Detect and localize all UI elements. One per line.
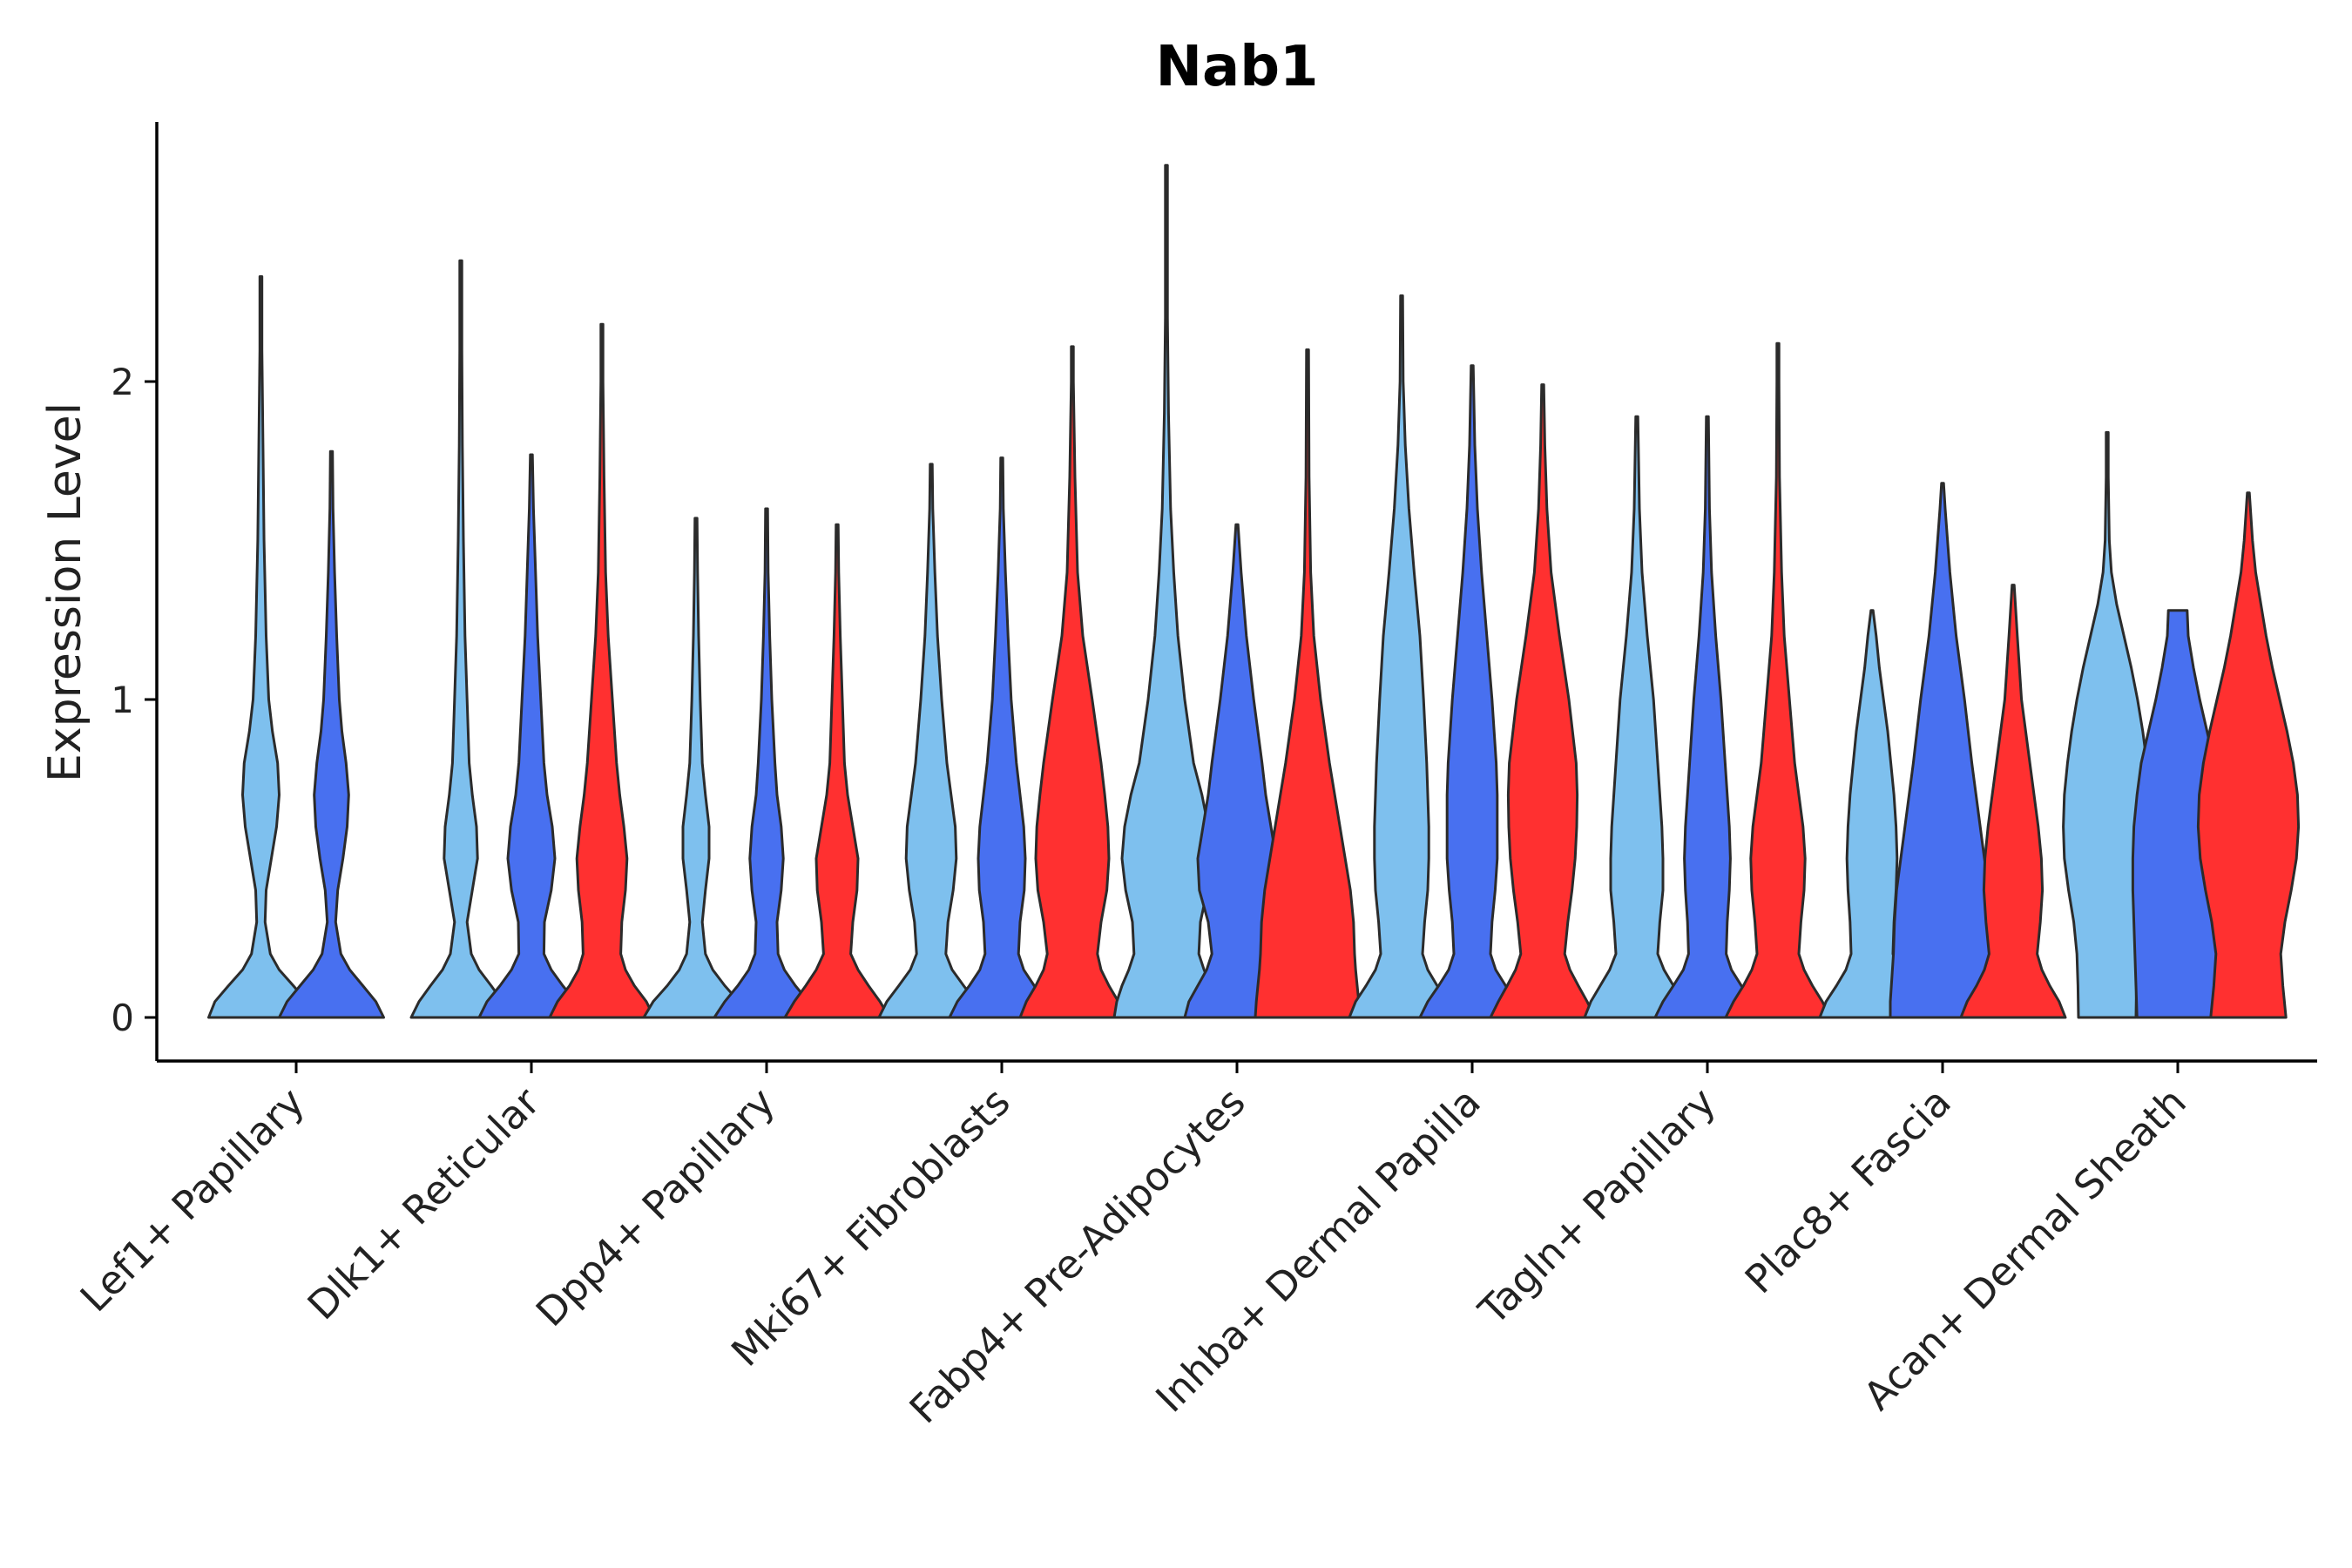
- violin-6-0: [1583, 415, 1691, 1019]
- x-tick-label: Lef1+ Papillary: [71, 1078, 314, 1321]
- y-tick-label: 1: [111, 679, 134, 721]
- y-tick-label: 2: [111, 361, 134, 403]
- y-tick-label: 0: [111, 997, 134, 1039]
- x-tick-label: Dlk1+ Reticular: [299, 1078, 549, 1328]
- violin-8-2: [2196, 491, 2301, 1019]
- violins-layer: [207, 164, 2301, 1019]
- x-tick-label: Dpp4+ Papillary: [527, 1078, 784, 1335]
- violin-1-2: [548, 322, 656, 1019]
- violin-3-0: [877, 463, 985, 1019]
- y-axis-label: Expression Level: [39, 402, 91, 782]
- chart-title: Nab1: [1155, 35, 1318, 99]
- violin-2-2: [783, 523, 891, 1019]
- violin-1-1: [477, 453, 585, 1019]
- violin-5-0: [1348, 294, 1456, 1019]
- violin-6-2: [1724, 341, 1832, 1019]
- violin-7-2: [1959, 584, 2067, 1019]
- violin-7-1: [1889, 482, 1997, 1019]
- violin-5-1: [1418, 364, 1526, 1019]
- x-tick-label: Tagln+ Papillary: [1470, 1078, 1725, 1334]
- x-tick-label: Plac8+ Fascia: [1736, 1078, 1960, 1302]
- violin-4-0: [1112, 164, 1220, 1019]
- violin-6-1: [1653, 415, 1761, 1019]
- violin-4-2: [1254, 348, 1362, 1019]
- violin-3-1: [948, 456, 1056, 1019]
- violin-0-1: [278, 449, 385, 1019]
- violin-2-1: [713, 507, 821, 1019]
- violin-1-0: [409, 259, 512, 1019]
- violin-3-2: [1018, 345, 1126, 1019]
- violin-5-2: [1489, 383, 1597, 1019]
- violin-2-0: [642, 517, 750, 1019]
- violin-0-0: [207, 275, 314, 1019]
